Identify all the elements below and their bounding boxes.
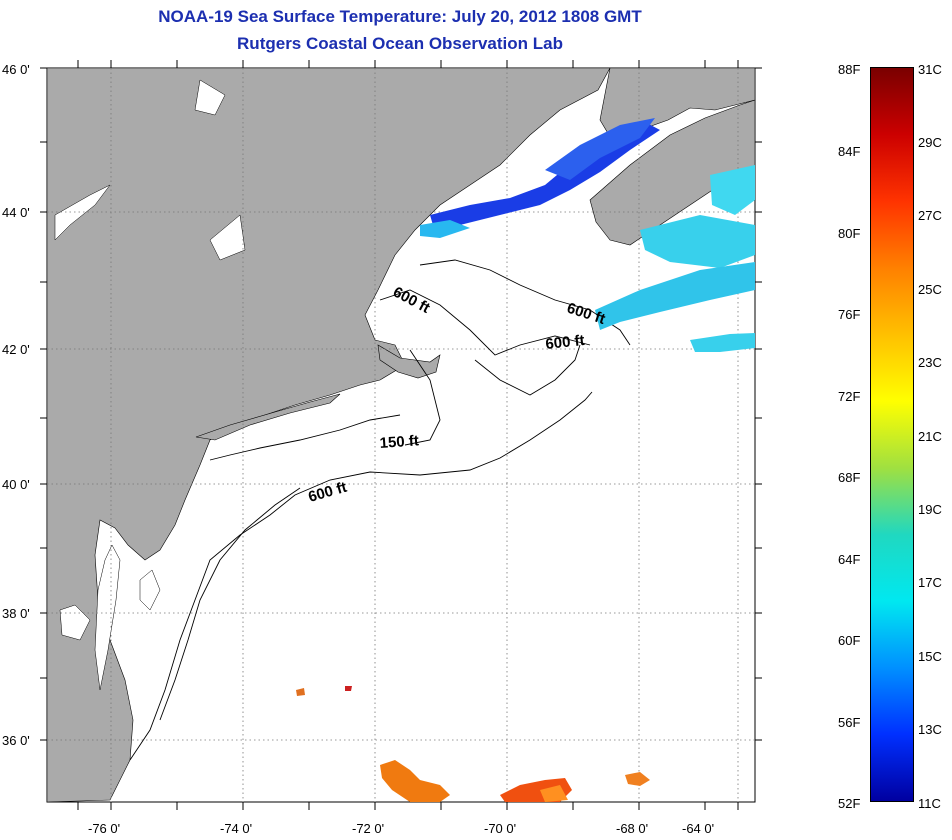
colorbar-c-label: 25C [918, 282, 942, 297]
lon-label: -70 0' [484, 821, 517, 836]
axis-ticks [40, 60, 762, 810]
colorbar-c-label: 31C [918, 62, 942, 77]
colorbar-c-label: 19C [918, 502, 942, 517]
lat-label: 40 0' [2, 477, 30, 492]
colorbar-c-label: 29C [918, 135, 942, 150]
colorbar-c-label: 13C [918, 722, 942, 737]
colorbar-f-label: 68F [838, 470, 861, 485]
lon-label: -74 0' [220, 821, 253, 836]
sst-cold-water [420, 118, 755, 352]
land-area [46, 67, 756, 803]
sst-warm-water [296, 686, 650, 802]
colorbar-f-label: 64F [838, 552, 861, 567]
colorbar-f-label: 56F [838, 715, 861, 730]
colorbar-c-label: 17C [918, 575, 942, 590]
lat-label: 36 0' [2, 733, 30, 748]
colorbar-f-label: 84F [838, 144, 861, 159]
colorbar-f-label: 88F [838, 62, 861, 77]
bathymetry-contours [129, 259, 631, 761]
map-title: NOAA-19 Sea Surface Temperature: July 20… [158, 7, 642, 26]
colorbar-c-label: 21C [918, 429, 942, 444]
lat-label: 42 0' [2, 342, 30, 357]
colorbar-c-label: 15C [918, 649, 942, 664]
colorbar-f-label: 76F [838, 307, 861, 322]
bays [54, 79, 246, 691]
lon-label: -72 0' [352, 821, 385, 836]
lat-label: 38 0' [2, 606, 30, 621]
colorbar-f-label: 72F [838, 389, 861, 404]
colorbar-f-label: 80F [838, 226, 861, 241]
colorbar-c-label: 23C [918, 355, 942, 370]
map-subtitle: Rutgers Coastal Ocean Observation Lab [237, 34, 563, 53]
lat-label: 44 0' [2, 205, 30, 220]
contour-label-150ft: 150 ft [379, 432, 419, 452]
contour-label-600ft: 600 ft [545, 332, 586, 353]
colorbar-f-label: 60F [838, 633, 861, 648]
lon-label: -64 0' [682, 821, 715, 836]
temperature-colorbar [870, 67, 914, 802]
colorbar-c-label: 11C [918, 796, 941, 811]
lon-label: -76 0' [88, 821, 121, 836]
colorbar-c-label: 27C [918, 208, 942, 223]
colorbar-f-label: 52F [838, 796, 861, 811]
lat-label: 46 0' [2, 62, 30, 77]
lon-label: -68 0' [616, 821, 649, 836]
